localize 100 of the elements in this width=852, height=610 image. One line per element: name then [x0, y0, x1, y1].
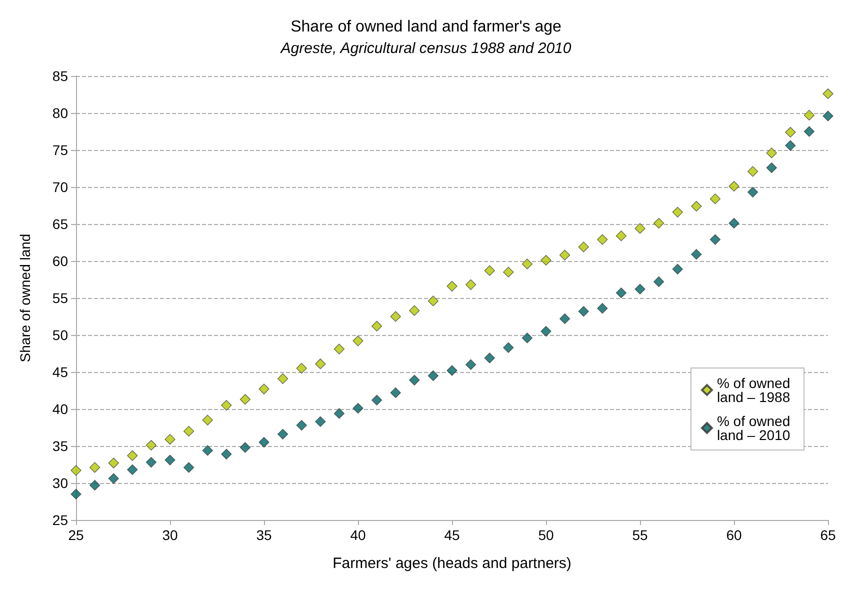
point: [446, 280, 458, 292]
point: [466, 279, 476, 290]
point: [127, 464, 138, 475]
point: [672, 264, 683, 274]
point: [278, 428, 288, 440]
point: [822, 88, 834, 100]
point: [484, 352, 495, 364]
y-tick-label: 70: [52, 179, 68, 195]
chart-subtitle: Agreste, Agricultural census 1988 and 2010: [280, 40, 572, 57]
point: [164, 434, 176, 445]
point: [315, 358, 326, 370]
point: [654, 276, 664, 288]
point: [446, 365, 458, 376]
point: [409, 374, 420, 386]
point: [560, 313, 570, 324]
point: [748, 186, 758, 198]
point: [634, 284, 646, 294]
point: [390, 387, 401, 398]
point: [672, 206, 683, 218]
point: [164, 454, 176, 466]
point: [334, 408, 344, 419]
y-tick-label: 85: [52, 68, 68, 84]
point: [728, 180, 740, 192]
point: [785, 126, 796, 138]
point: [503, 266, 514, 278]
x-tick-label: 55: [632, 527, 648, 543]
point: [710, 194, 720, 204]
point: [804, 126, 814, 137]
point: [540, 326, 552, 337]
y-tick-label: 25: [52, 512, 68, 528]
y-axis-title: Share of owned land: [17, 234, 33, 362]
point: [202, 445, 213, 456]
point: [634, 223, 646, 234]
point: [296, 363, 307, 374]
point: [184, 426, 194, 436]
legend-label: % of owned land – 2010: [716, 413, 794, 443]
point: [372, 320, 382, 332]
point: [221, 448, 232, 460]
y-tick-label: 65: [52, 216, 68, 232]
y-tick-label: 60: [52, 253, 68, 269]
x-tick-label: 35: [256, 527, 272, 543]
point: [409, 305, 420, 316]
x-tick-label: 40: [350, 527, 366, 543]
point: [503, 342, 514, 353]
point: [522, 258, 532, 270]
y-tick-label: 50: [52, 327, 68, 343]
point: [522, 332, 532, 344]
x-tick-label: 60: [726, 527, 742, 543]
y-tick-label: 40: [52, 401, 68, 417]
point: [372, 394, 382, 406]
point: [710, 234, 720, 245]
point: [428, 296, 438, 306]
point: [597, 303, 608, 314]
point: [466, 359, 476, 370]
point: [616, 230, 626, 242]
point: [560, 250, 570, 260]
point: [728, 218, 740, 229]
y-tick-label: 45: [52, 364, 68, 380]
point: [691, 200, 702, 212]
point: [597, 234, 608, 245]
point: [540, 254, 552, 266]
point: [334, 344, 344, 354]
y-tick-label: 55: [52, 290, 68, 306]
x-tick-label: 25: [68, 527, 84, 543]
point: [578, 242, 589, 252]
point: [90, 480, 100, 491]
y-tick-label: 30: [52, 475, 68, 491]
point: [70, 465, 82, 476]
point: [108, 458, 119, 468]
point: [315, 416, 326, 427]
legend-label: % of owned land – 1988: [716, 375, 794, 405]
x-tick-label: 30: [162, 527, 178, 543]
point: [258, 384, 270, 394]
x-tick-label: 50: [538, 527, 554, 543]
point: [484, 265, 495, 276]
point: [766, 162, 777, 174]
point: [70, 488, 82, 500]
point: [804, 110, 814, 121]
x-axis-title: Farmers' ages (heads and partners): [332, 555, 572, 572]
point: [616, 288, 626, 298]
point: [278, 373, 288, 384]
chart-title: Share of owned land and farmer's age: [290, 18, 562, 36]
y-tick-label: 75: [52, 142, 68, 158]
point: [146, 456, 156, 468]
point: [428, 370, 438, 381]
point: [258, 437, 270, 448]
point: [691, 249, 702, 260]
x-tick-label: 65: [820, 527, 836, 543]
y-tick-label: 80: [52, 105, 68, 121]
point: [146, 440, 156, 451]
point: [390, 311, 401, 322]
point: [127, 450, 138, 461]
point: [352, 336, 364, 346]
point: [822, 110, 834, 122]
point: [90, 462, 100, 473]
point: [202, 414, 213, 426]
point: [785, 140, 796, 151]
point: [240, 442, 250, 453]
y-tick-label: 35: [52, 438, 68, 454]
point: [578, 306, 589, 317]
